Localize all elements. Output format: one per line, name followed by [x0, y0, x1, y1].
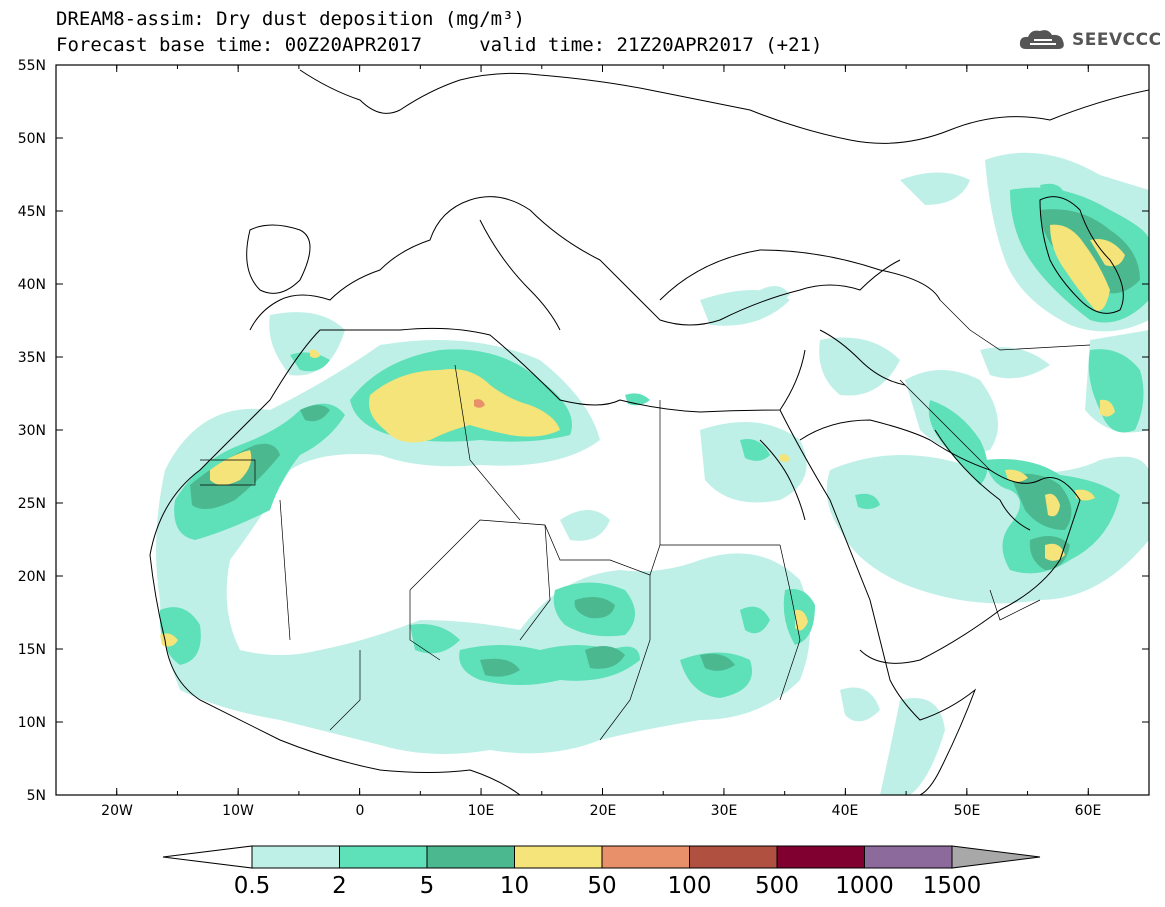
lon-label: 0 [356, 803, 365, 819]
lon-label: 30E [711, 803, 738, 819]
lat-label: 20N [18, 569, 46, 585]
deposition-50 [474, 399, 485, 408]
lon-label: 10E [468, 803, 495, 819]
lon-label: 10W [222, 803, 254, 819]
colorbar-swatch [689, 845, 778, 869]
axis-ticks [55, 64, 1150, 796]
logo-text: SEEVCCC [1072, 30, 1162, 50]
colorbar-label: 500 [755, 873, 799, 899]
lon-label: 50E [954, 803, 981, 819]
colorbar-left-arrow [162, 845, 253, 869]
seevccc-logo: SEEVCCC [1018, 26, 1162, 54]
lon-label: 40E [832, 803, 859, 819]
lat-label: 35N [18, 350, 46, 366]
colorbar-label: 1500 [923, 873, 982, 899]
colorbar [162, 845, 1041, 869]
colorbar-swatch [514, 845, 603, 869]
lat-label: 55N [18, 58, 46, 74]
lat-label: 10N [18, 715, 46, 731]
colorbar-label: 0.5 [234, 873, 271, 899]
lat-label: 50N [18, 131, 46, 147]
colorbar-swatch [339, 845, 428, 869]
coastlines-borders [149, 69, 1149, 795]
colorbar-swatch [864, 845, 953, 869]
lat-label: 40N [18, 277, 46, 293]
forecast-times: Forecast base time: 00Z20APR2017 valid t… [56, 34, 823, 56]
colorbar-labels: 0.5 2 5 10 50 100 500 1000 1500 [234, 873, 982, 899]
lon-label: 20E [590, 803, 617, 819]
colorbar-swatch [601, 845, 690, 869]
lat-label: 25N [18, 496, 46, 512]
colorbar-swatch [776, 845, 865, 869]
lat-label: 15N [18, 642, 46, 658]
colorbar-label: 50 [587, 873, 616, 899]
deposition-10 [160, 224, 1125, 647]
longitude-labels: 20W 10W 0 10E 20E 30E 40E 50E 60E [101, 803, 1101, 819]
map-frame [55, 64, 1150, 796]
colorbar-swatch [251, 845, 340, 869]
map-title: DREAM8-assim: Dry dust deposition (mg/m³… [56, 8, 525, 30]
lon-label: 60E [1075, 803, 1102, 819]
colorbar-label: 100 [668, 873, 712, 899]
country-borders [200, 299, 1091, 741]
latitude-labels: 55N 50N 45N 40N 35N 30N 25N 20N 15N 10N … [18, 58, 46, 804]
colorbar-label: 5 [420, 873, 435, 899]
colorbar-swatch [426, 845, 515, 869]
lon-label: 20W [101, 803, 133, 819]
lat-label: 5N [27, 788, 46, 804]
dust-fields [156, 152, 1149, 795]
colorbar-right-arrow [951, 845, 1041, 869]
lat-label: 45N [18, 204, 46, 220]
cloud-icon [1019, 30, 1064, 49]
colorbar-label: 2 [332, 873, 347, 899]
colorbar-label: 1000 [835, 873, 894, 899]
lat-label: 30N [18, 423, 46, 439]
colorbar-label: 10 [500, 873, 529, 899]
